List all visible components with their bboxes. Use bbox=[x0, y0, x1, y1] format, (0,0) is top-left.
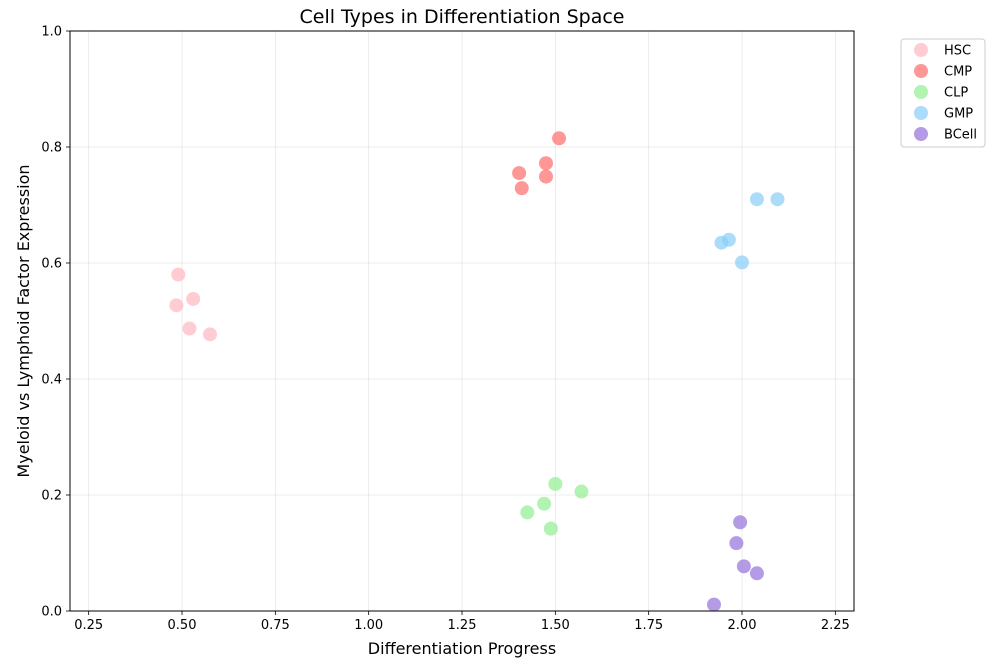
x-tick-label: 1.00 bbox=[354, 618, 383, 633]
data-point-hsc bbox=[203, 327, 217, 342]
x-tick-label: 2.25 bbox=[821, 618, 850, 633]
legend-marker bbox=[914, 127, 928, 141]
data-point-bcell bbox=[749, 566, 764, 581]
data-point-hsc bbox=[186, 291, 201, 306]
legend-label: HSC bbox=[944, 44, 971, 59]
y-axis-label: Myeloid vs Lymphoid Factor Expression bbox=[14, 164, 33, 477]
series-clp bbox=[520, 476, 589, 536]
x-axis-label: Differentiation Progress bbox=[368, 639, 556, 658]
x-tick-label: 0.75 bbox=[261, 618, 290, 633]
data-point-cmp bbox=[539, 156, 553, 171]
data-point-bcell bbox=[729, 536, 744, 551]
grid bbox=[70, 30, 854, 612]
y-tick-label: 0.2 bbox=[41, 489, 62, 504]
series-bcell bbox=[707, 515, 764, 612]
data-point-gmp bbox=[770, 192, 785, 207]
data-point-gmp bbox=[749, 192, 764, 207]
x-axis-ticks: 0.25 0.50 0.75 1.00 1.25 1.50 1.75 2.00 2.25 bbox=[74, 611, 850, 633]
x-tick-label: 0.50 bbox=[168, 618, 197, 633]
data-point-bcell bbox=[707, 597, 721, 612]
legend-label: CLP bbox=[944, 86, 968, 101]
legend-label: BCell bbox=[944, 128, 977, 143]
data-point-cmp bbox=[539, 169, 553, 184]
x-tick-label: 0.25 bbox=[74, 618, 103, 633]
legend-label: CMP bbox=[944, 65, 972, 80]
y-tick-label: 0.6 bbox=[41, 257, 62, 272]
data-point-clp bbox=[520, 505, 535, 520]
data-point-bcell bbox=[733, 515, 748, 530]
data-point-cmp bbox=[514, 181, 529, 196]
data-point-clp bbox=[548, 476, 563, 491]
data-point-hsc bbox=[182, 321, 197, 336]
legend-label: GMP bbox=[944, 107, 973, 122]
data-point-clp bbox=[574, 484, 589, 499]
data-point-bcell bbox=[736, 559, 751, 574]
y-tick-label: 0.0 bbox=[41, 605, 62, 620]
data-point-hsc bbox=[169, 298, 184, 313]
data-point-gmp bbox=[714, 235, 729, 250]
series-gmp bbox=[714, 192, 785, 270]
data-point-hsc bbox=[171, 267, 186, 282]
x-tick-label: 1.25 bbox=[448, 618, 477, 633]
data-point-cmp bbox=[552, 131, 567, 146]
chart-title: Cell Types in Differentiation Space bbox=[299, 6, 624, 28]
legend: HSC CMP CLP GMP BCell bbox=[900, 38, 986, 148]
y-tick-label: 0.4 bbox=[41, 373, 62, 388]
data-point-clp bbox=[537, 496, 552, 511]
y-tick-label: 0.8 bbox=[41, 141, 62, 156]
x-tick-label: 1.50 bbox=[541, 618, 570, 633]
x-tick-label: 2.00 bbox=[728, 618, 757, 633]
y-tick-label: 1.0 bbox=[41, 25, 62, 40]
series-cmp bbox=[512, 131, 567, 196]
y-axis-ticks: 0.0 0.2 0.4 0.6 0.8 1.0 bbox=[41, 25, 70, 620]
data-point-clp bbox=[543, 521, 558, 536]
legend-marker bbox=[914, 43, 928, 57]
legend-marker bbox=[914, 64, 928, 78]
legend-marker bbox=[914, 106, 928, 120]
data-points bbox=[169, 131, 785, 612]
x-tick-label: 1.75 bbox=[634, 618, 663, 633]
series-hsc bbox=[169, 267, 217, 342]
data-point-gmp bbox=[735, 255, 749, 270]
legend-marker bbox=[914, 85, 928, 99]
data-point-cmp bbox=[512, 166, 527, 181]
